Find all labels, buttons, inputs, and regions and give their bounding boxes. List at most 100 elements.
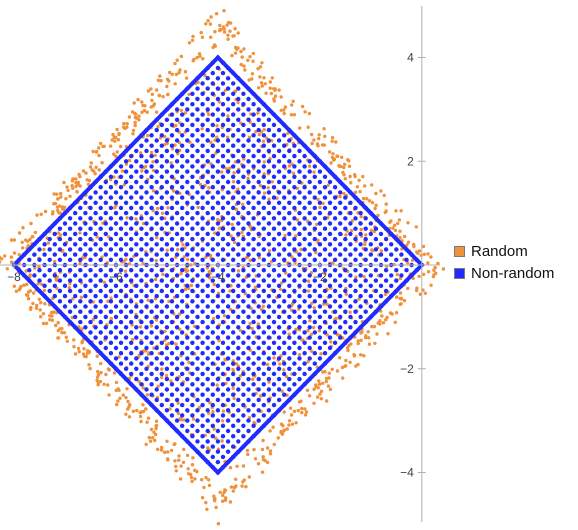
random-point bbox=[402, 234, 407, 239]
random-point bbox=[157, 93, 162, 98]
non-random-point bbox=[174, 231, 180, 237]
non-random-point bbox=[134, 252, 139, 257]
random-point bbox=[399, 209, 403, 213]
non-random-point bbox=[108, 319, 114, 325]
random-point bbox=[204, 500, 208, 505]
random-point bbox=[155, 235, 159, 240]
non-random-point bbox=[149, 185, 154, 190]
non-random-point bbox=[169, 185, 175, 190]
non-random-point bbox=[312, 164, 317, 169]
random-point bbox=[236, 100, 240, 105]
non-random-point bbox=[103, 325, 109, 330]
random-point bbox=[247, 135, 252, 139]
non-random-point bbox=[236, 376, 241, 382]
non-random-point bbox=[205, 408, 210, 413]
non-random-point bbox=[307, 325, 312, 330]
random-point bbox=[335, 369, 340, 373]
non-random-point bbox=[215, 273, 221, 278]
non-random-point bbox=[276, 127, 282, 133]
random-point bbox=[200, 35, 205, 39]
non-random-point bbox=[118, 185, 124, 190]
non-random-point bbox=[210, 288, 215, 294]
random-point bbox=[394, 311, 399, 315]
non-random-point bbox=[225, 376, 231, 382]
non-random-point bbox=[190, 205, 195, 211]
non-random-point bbox=[103, 210, 109, 216]
non-random-point bbox=[108, 288, 114, 294]
non-random-point bbox=[180, 351, 185, 356]
random-point bbox=[163, 329, 167, 334]
non-random-point bbox=[241, 133, 246, 138]
random-point bbox=[57, 204, 62, 208]
non-random-point bbox=[348, 221, 353, 226]
non-random-point bbox=[180, 133, 185, 138]
random-point bbox=[87, 350, 91, 355]
non-random-point bbox=[241, 185, 246, 190]
random-point bbox=[272, 99, 276, 103]
non-random-point bbox=[312, 340, 317, 345]
non-random-point bbox=[236, 252, 241, 257]
non-random-point bbox=[225, 356, 231, 361]
non-random-point bbox=[185, 325, 190, 330]
random-point bbox=[321, 201, 325, 206]
random-point bbox=[72, 345, 76, 349]
non-random-point bbox=[139, 185, 144, 190]
non-random-point bbox=[190, 351, 195, 356]
non-random-point bbox=[287, 304, 292, 309]
non-random-point bbox=[149, 143, 154, 148]
non-random-point bbox=[394, 278, 399, 283]
non-random-point bbox=[322, 288, 328, 294]
random-point bbox=[295, 218, 300, 222]
random-point bbox=[115, 150, 120, 154]
random-point bbox=[426, 252, 430, 256]
random-point bbox=[141, 409, 146, 414]
non-random-point bbox=[266, 283, 272, 288]
non-random-point bbox=[169, 122, 175, 128]
non-random-point bbox=[373, 288, 379, 294]
non-random-point bbox=[225, 76, 231, 81]
non-random-point bbox=[118, 257, 124, 262]
non-random-point bbox=[205, 376, 210, 382]
non-random-point bbox=[312, 309, 317, 314]
non-random-point bbox=[205, 231, 210, 237]
non-random-point bbox=[88, 195, 93, 200]
non-random-point bbox=[57, 288, 63, 294]
non-random-point bbox=[287, 190, 292, 195]
non-random-point bbox=[185, 117, 190, 123]
random-point bbox=[31, 235, 35, 239]
non-random-point bbox=[312, 247, 317, 252]
non-random-point bbox=[271, 226, 277, 231]
random-point bbox=[97, 146, 101, 150]
non-random-point bbox=[185, 335, 190, 340]
non-random-point bbox=[174, 117, 180, 123]
non-random-point bbox=[98, 309, 103, 314]
non-random-point bbox=[118, 361, 124, 366]
non-random-point bbox=[149, 153, 154, 159]
non-random-point bbox=[154, 221, 159, 226]
non-random-point bbox=[215, 428, 221, 434]
non-random-point bbox=[118, 278, 124, 283]
random-point bbox=[71, 297, 75, 301]
non-random-point bbox=[276, 179, 282, 185]
random-point bbox=[145, 420, 149, 424]
random-point bbox=[20, 240, 24, 244]
non-random-point bbox=[231, 247, 236, 252]
non-random-point bbox=[205, 221, 210, 226]
random-point bbox=[244, 485, 248, 489]
non-random-point bbox=[383, 247, 389, 252]
random-point bbox=[292, 113, 297, 117]
non-random-point bbox=[231, 413, 236, 418]
non-random-point bbox=[73, 314, 78, 320]
random-point bbox=[272, 442, 276, 447]
random-point bbox=[84, 171, 88, 175]
non-random-point bbox=[368, 273, 373, 278]
non-random-point bbox=[241, 340, 246, 345]
non-random-point bbox=[210, 70, 215, 76]
random-point bbox=[303, 110, 307, 114]
random-point bbox=[398, 236, 402, 240]
non-random-point bbox=[134, 179, 139, 185]
non-random-point bbox=[180, 288, 185, 294]
random-point bbox=[112, 175, 116, 179]
non-random-point bbox=[139, 195, 144, 200]
random-point bbox=[124, 257, 128, 262]
